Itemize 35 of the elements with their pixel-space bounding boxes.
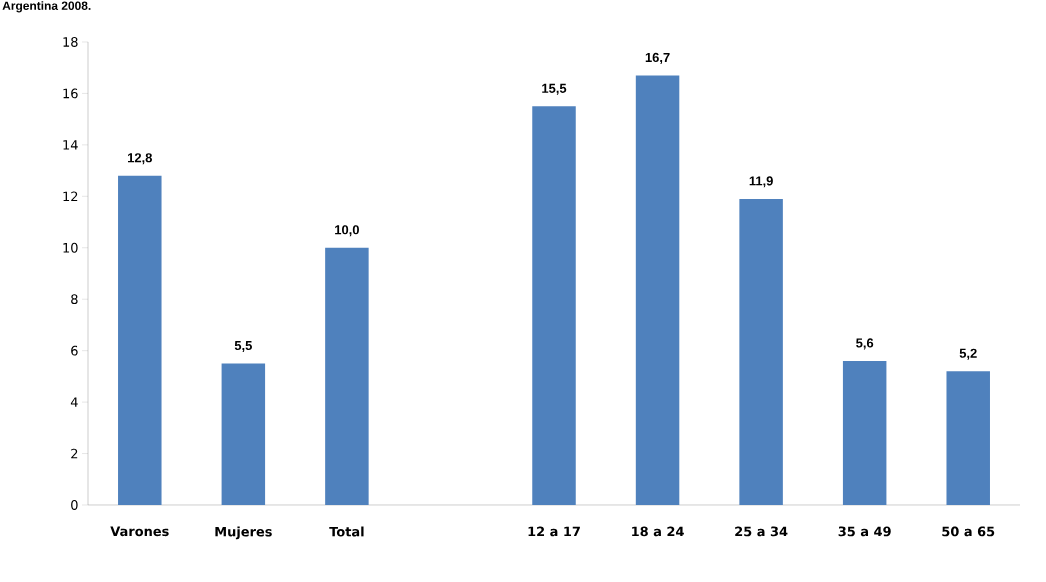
bar xyxy=(221,363,266,505)
x-tick-label: 50 a 65 xyxy=(942,526,995,537)
y-tick-label: 2 xyxy=(71,448,78,459)
bar xyxy=(118,175,162,505)
x-tick-label: Total xyxy=(329,526,364,537)
x-tick-label: 18 a 24 xyxy=(632,526,684,537)
y-tick-label: 12 xyxy=(63,191,78,202)
data-label: 10,0 xyxy=(335,225,359,237)
x-tick-label: 25 a 34 xyxy=(735,526,788,537)
x-tick-label: Varones xyxy=(110,526,169,537)
bar xyxy=(842,360,887,505)
y-tick-label: 4 xyxy=(70,397,78,407)
bar xyxy=(635,75,680,505)
data-label: 15,5 xyxy=(542,83,567,95)
y-tick-label: 18 xyxy=(63,37,78,47)
bar xyxy=(532,106,576,505)
bar xyxy=(325,247,369,505)
bar xyxy=(739,198,783,505)
x-tick-label: 12 a 17 xyxy=(528,526,580,537)
y-tick-label: 10 xyxy=(63,242,78,253)
data-label: 16,7 xyxy=(645,52,670,64)
y-tick-label: 6 xyxy=(71,345,78,356)
chart-title: Argentina 2008. xyxy=(2,1,91,13)
data-label: 5,5 xyxy=(234,341,252,352)
bar xyxy=(946,371,990,505)
y-tick-label: 0 xyxy=(71,500,78,510)
y-tick-label: 14 xyxy=(63,140,78,150)
data-label: 11,9 xyxy=(749,176,773,188)
data-label: 5,6 xyxy=(856,338,874,350)
y-tick-label: 16 xyxy=(63,88,78,99)
y-tick-label: 8 xyxy=(71,294,78,305)
data-label: 12,8 xyxy=(128,153,152,165)
x-tick-label: Mujeres xyxy=(215,526,272,540)
data-label: 5,2 xyxy=(959,348,977,360)
x-tick-label: 35 a 49 xyxy=(838,526,891,537)
